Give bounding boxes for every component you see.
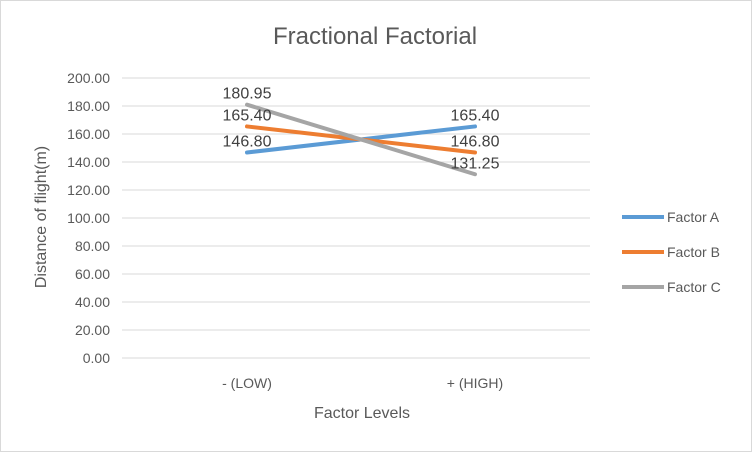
data-label: 146.80	[223, 133, 272, 150]
gridlines	[122, 77, 590, 359]
series-lines	[245, 102, 477, 177]
chart-title: Fractional Factorial	[273, 23, 477, 50]
x-tick-label: - (LOW)	[222, 375, 272, 391]
data-label: 146.80	[451, 133, 500, 150]
data-label: 131.25	[451, 155, 500, 172]
y-axis-ticks: 0.00 20.00 40.00 60.00 80.00 100.00 120.00 140.…	[67, 70, 110, 366]
y-tick-label: 60.00	[75, 266, 110, 282]
y-tick-label: 0.00	[83, 350, 110, 366]
legend-entry: Factor A	[667, 209, 720, 225]
y-tick-label: 140.00	[67, 154, 110, 170]
y-tick-label: 20.00	[75, 322, 110, 338]
y-tick-label: 160.00	[67, 126, 110, 142]
y-tick-label: 120.00	[67, 182, 110, 198]
legend-entry: Factor B	[667, 244, 720, 260]
series-line-factor-c	[245, 102, 477, 177]
x-axis-title: Factor Levels	[314, 405, 410, 422]
data-labels: 146.80 165.40 165.40 146.80 180.95 131.25	[223, 86, 500, 173]
y-axis-title: Distance of flight(m)	[33, 146, 50, 288]
y-tick-label: 40.00	[75, 294, 110, 310]
data-label: 165.40	[223, 107, 272, 124]
x-tick-label: + (HIGH)	[447, 375, 503, 391]
y-tick-label: 200.00	[67, 70, 110, 86]
legend: Factor A Factor B Factor C	[622, 209, 721, 295]
data-label: 180.95	[223, 86, 272, 103]
y-tick-label: 180.00	[67, 98, 110, 114]
legend-entry: Factor C	[667, 279, 721, 295]
data-label: 165.40	[451, 107, 500, 124]
x-axis-ticks: - (LOW) + (HIGH)	[222, 375, 503, 391]
y-tick-label: 80.00	[75, 238, 110, 254]
y-tick-label: 100.00	[67, 210, 110, 226]
